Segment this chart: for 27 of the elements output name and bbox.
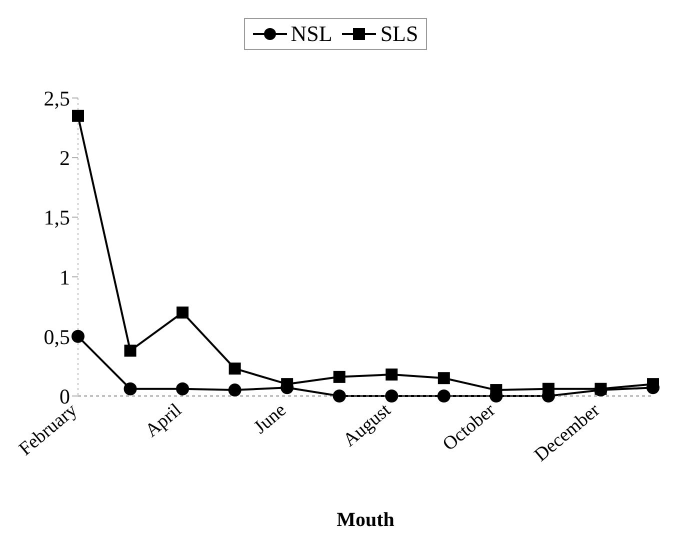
y-tick-label: 2,5: [44, 86, 70, 110]
point: [281, 378, 294, 390]
y-tick-label: 1,5: [44, 206, 70, 230]
y-tick-label: 0,5: [44, 324, 70, 349]
point: [124, 344, 136, 357]
y-tick-label: 2: [60, 146, 70, 170]
point: [385, 390, 398, 402]
x-axis-title: Mouth: [336, 509, 394, 531]
y-tick-label: 0: [60, 384, 70, 408]
point: [386, 368, 398, 381]
point: [176, 382, 190, 396]
point: [333, 370, 346, 383]
point: [176, 306, 189, 319]
point: [228, 362, 241, 375]
point: [542, 382, 554, 395]
legend-label: NSL: [290, 21, 332, 47]
point: [72, 330, 84, 343]
point: [332, 390, 346, 402]
point: [437, 390, 450, 402]
point: [647, 378, 659, 390]
legend-label: SLS: [379, 21, 418, 47]
point: [72, 110, 84, 122]
point: [124, 382, 137, 396]
x-tick-label: June: [250, 400, 290, 438]
point: [228, 384, 242, 397]
point: [438, 372, 450, 384]
y-tick-label: 1: [60, 265, 70, 290]
